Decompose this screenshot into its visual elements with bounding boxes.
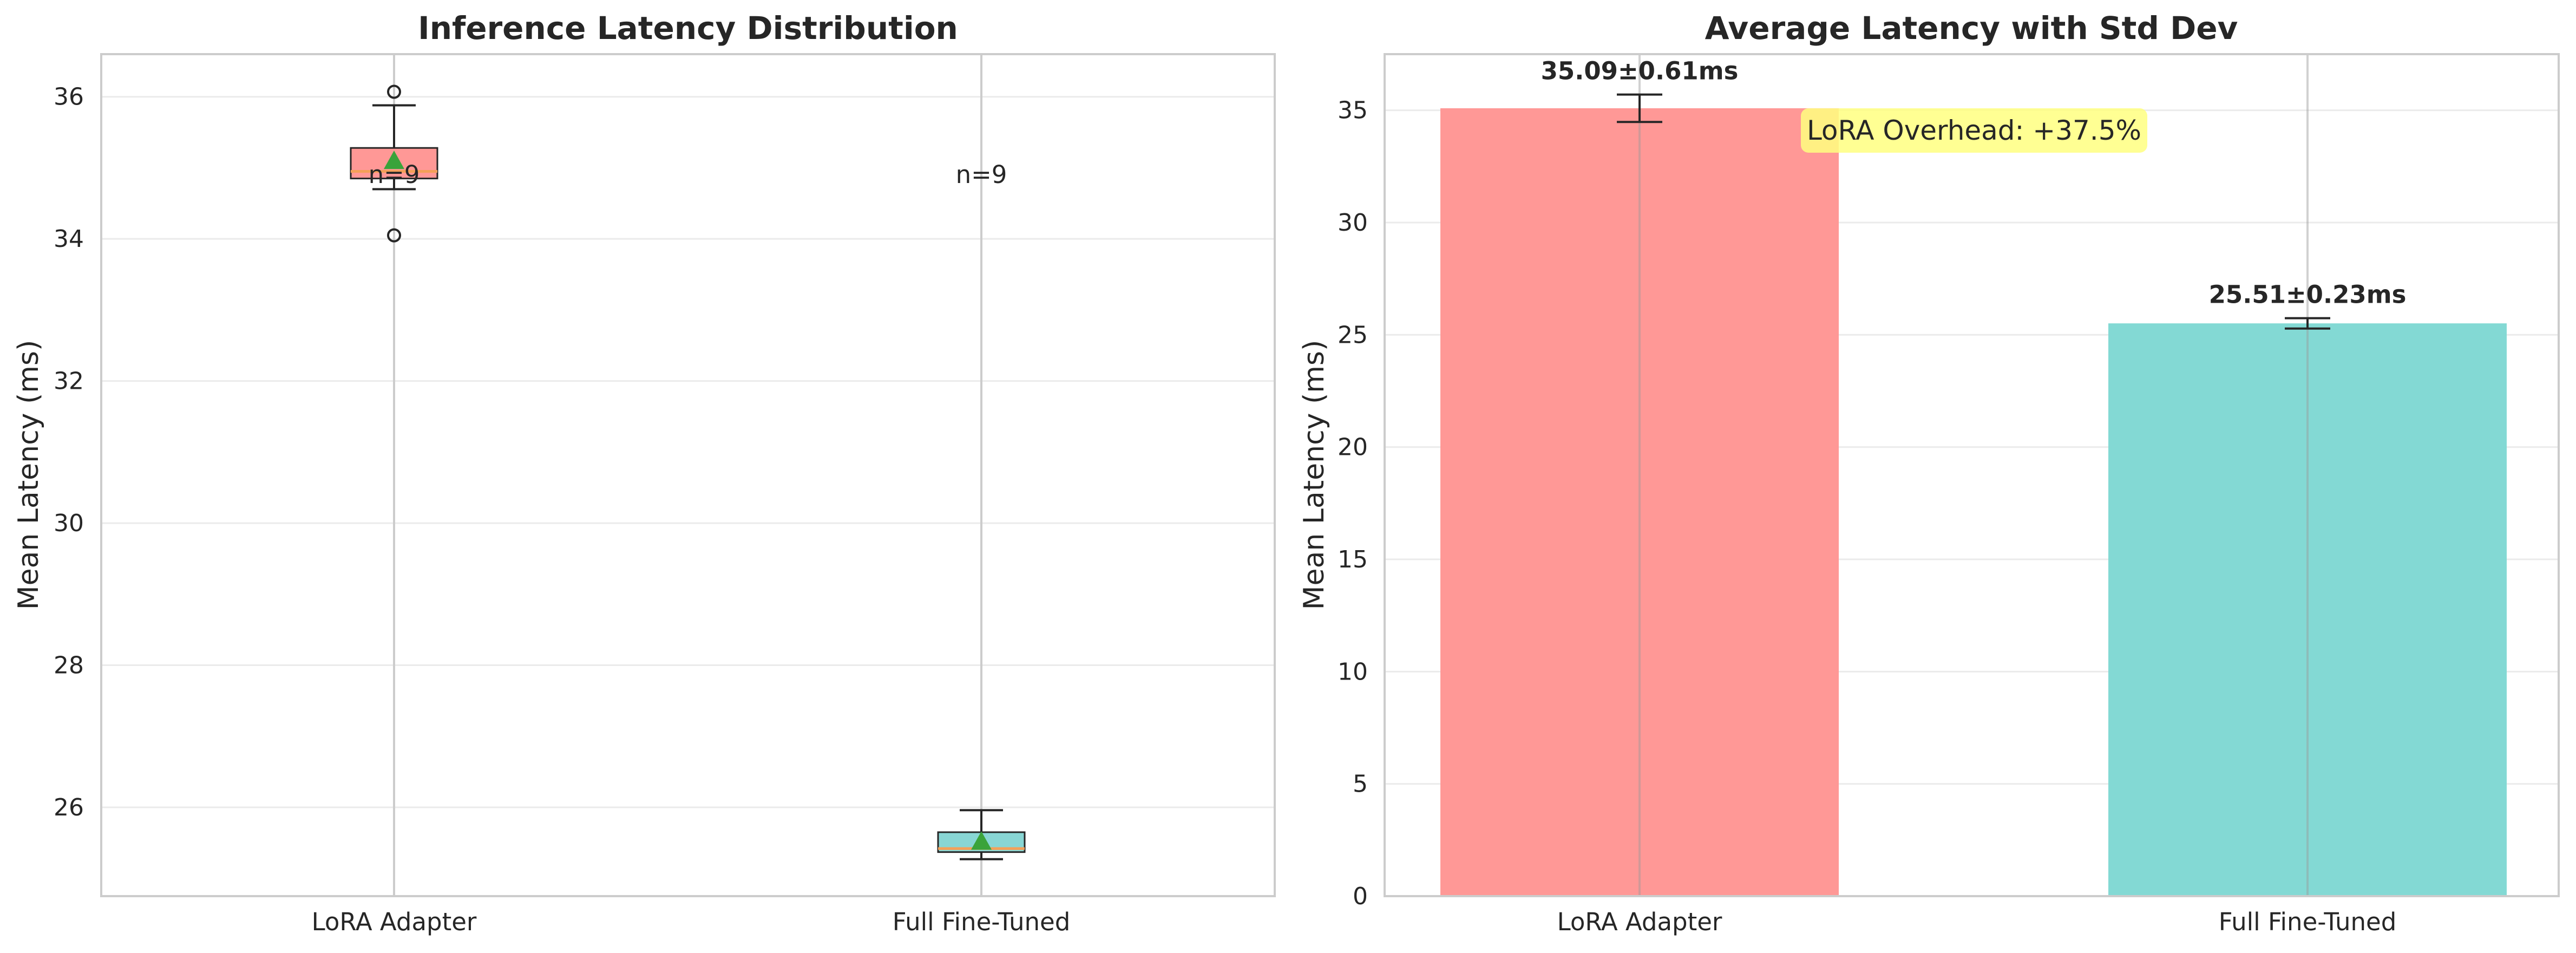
bar-chart-panel: 0 5 10 15 20 25 30 35 LoRA Adapter Full Fine-Tun…: [1298, 10, 2560, 936]
right-chart-title: Average Latency with Std Dev: [1705, 10, 2238, 47]
right-y-tick-label: 5: [1353, 771, 1368, 798]
right-y-tick-label: 30: [1338, 209, 1368, 237]
left-category-label: LoRA Adapter: [312, 908, 477, 936]
right-bar-value-labels: 35.09±0.61ms 25.51±0.23ms: [1541, 57, 2407, 309]
overhead-annotation: LoRA Overhead: +37.5%: [1801, 108, 2147, 153]
left-boxes: n=9 n=9: [350, 84, 1026, 860]
right-category-labels: LoRA Adapter Full Fine-Tuned: [1557, 908, 2397, 936]
mean-marker: [384, 151, 404, 169]
bar-lora-adapter: [1440, 108, 1839, 896]
sample-count-label: n=9: [956, 160, 1007, 189]
outlier-point: [387, 84, 401, 99]
left-gridlines: [101, 96, 1275, 808]
right-y-axis-label: Mean Latency (ms): [1298, 340, 1330, 610]
left-y-tick-label: 34: [54, 225, 84, 253]
bar-value-label: 35.09±0.61ms: [1541, 57, 1739, 86]
right-category-lines: [1638, 54, 2309, 896]
left-category-labels: LoRA Adapter Full Fine-Tuned: [312, 908, 1071, 936]
right-plot-frame: [1384, 53, 2560, 897]
left-plot-frame: [100, 53, 1276, 897]
bar-value-label: 25.51±0.23ms: [2209, 280, 2407, 309]
right-error-bars: [1617, 93, 2330, 330]
mean-marker: [971, 831, 992, 850]
right-category-label: Full Fine-Tuned: [2219, 908, 2397, 936]
box-full-fine-tuned: n=9: [937, 160, 1026, 860]
right-bars: [1440, 108, 2507, 897]
annotation-box: [1801, 108, 2147, 153]
left-y-tick-label: 32: [54, 368, 84, 395]
box-lora-adapter: n=9: [350, 84, 438, 243]
box-plot-panel: n=9 n=9 26 28 30 32 34 36 LoRA Adapter Full Fin…: [12, 10, 1276, 936]
annotation-text: LoRA Overhead: +37.5%: [1807, 115, 2141, 146]
right-y-tick-labels: 0 5 10 15 20 25 30 35: [1338, 97, 1368, 910]
left-y-tick-label: 26: [54, 794, 84, 821]
right-y-tick-label: 10: [1338, 658, 1368, 686]
bar-full-fine-tuned: [2108, 323, 2507, 897]
right-y-tick-label: 0: [1353, 883, 1368, 910]
outlier-point: [387, 228, 401, 243]
left-category-label: Full Fine-Tuned: [893, 908, 1071, 936]
right-y-tick-label: 35: [1338, 97, 1368, 125]
right-y-tick-label: 20: [1338, 434, 1368, 461]
left-y-tick-labels: 26 28 30 32 34 36: [54, 83, 84, 821]
right-y-tick-label: 25: [1338, 321, 1368, 349]
right-y-tick-label: 15: [1338, 546, 1368, 573]
left-category-lines: [393, 54, 982, 896]
left-y-tick-label: 30: [54, 510, 84, 537]
left-y-tick-label: 28: [54, 652, 84, 680]
left-y-tick-label: 36: [54, 83, 84, 111]
left-chart-title: Inference Latency Distribution: [418, 10, 958, 47]
left-y-axis-label: Mean Latency (ms): [12, 340, 45, 610]
right-category-label: LoRA Adapter: [1557, 908, 1722, 936]
sample-count-label: n=9: [369, 160, 420, 189]
